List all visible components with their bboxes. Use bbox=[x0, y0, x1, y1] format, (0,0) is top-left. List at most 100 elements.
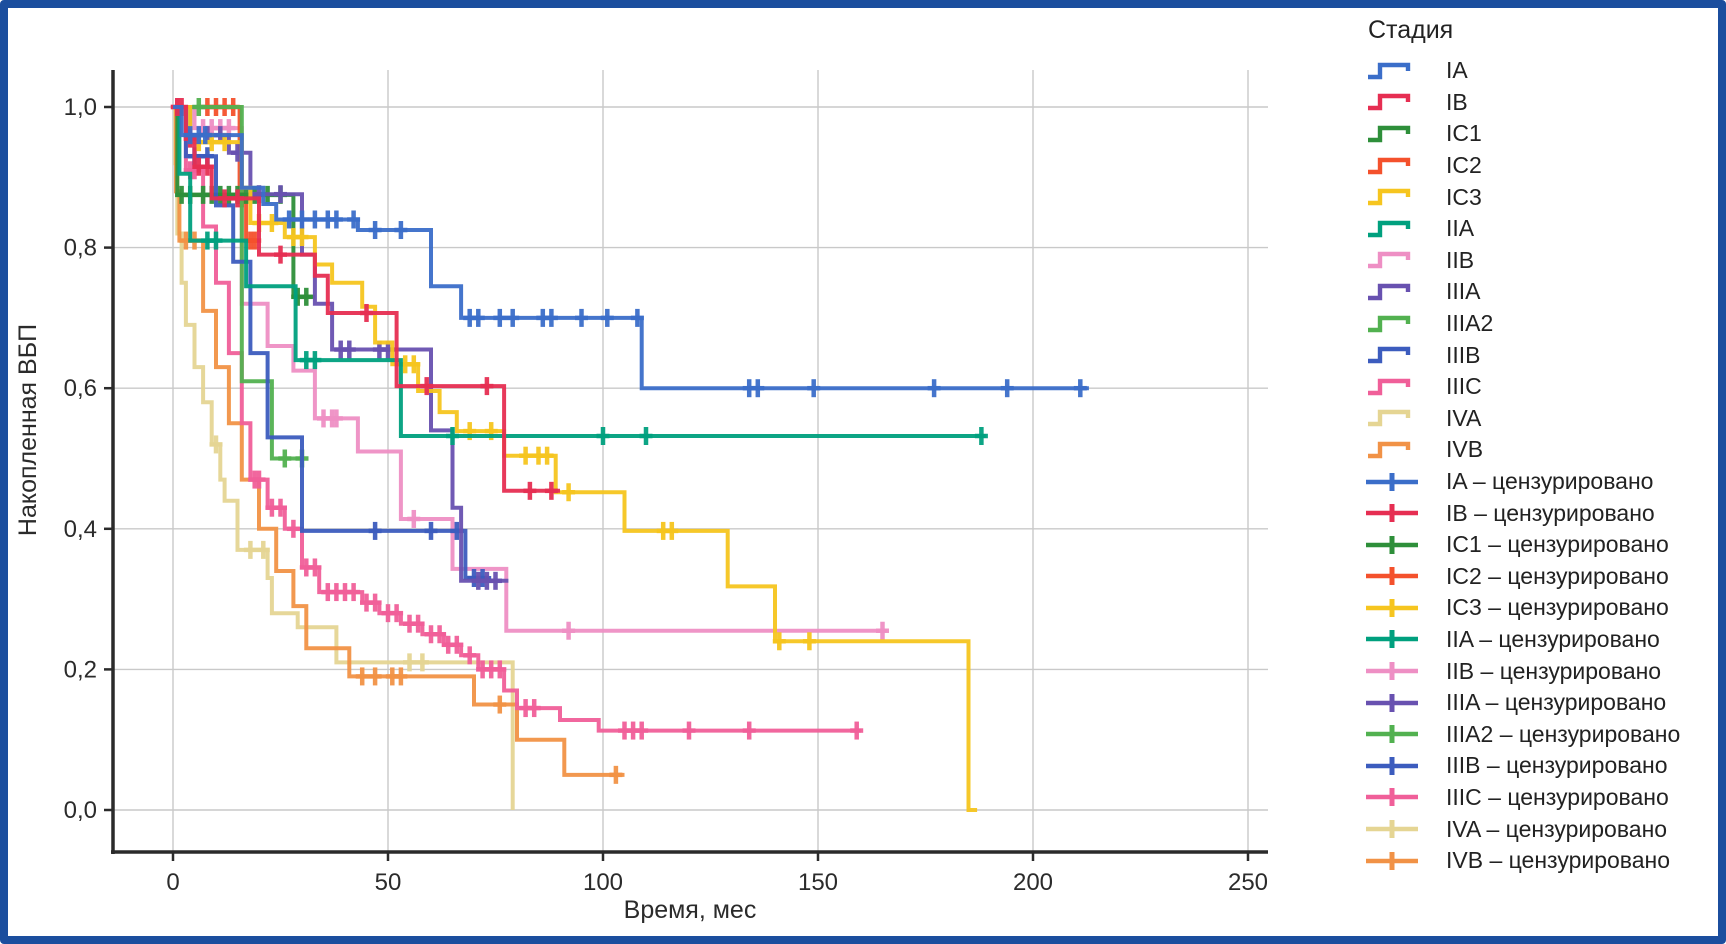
step-line-icon bbox=[1368, 125, 1411, 143]
legend-item-IVB-censored: IVB – цензурировано bbox=[1364, 845, 1680, 877]
legend-item-IIIA2-censored: IIIA2 – цензурировано bbox=[1364, 718, 1680, 750]
legend-item-label: IIA bbox=[1446, 215, 1475, 242]
curve-IB bbox=[173, 105, 560, 493]
legend-item-label: IIB – цензурировано bbox=[1446, 657, 1662, 684]
step-line-icon bbox=[1368, 441, 1411, 459]
censored-symbol-icon bbox=[1366, 756, 1418, 775]
censored-symbol-icon bbox=[1366, 567, 1418, 586]
legend-item-label: IVB bbox=[1446, 436, 1484, 463]
legend-item-IIIB: IIIB bbox=[1364, 339, 1680, 371]
step-line-icon bbox=[1368, 157, 1411, 174]
censored-symbol-icon bbox=[1366, 598, 1418, 617]
curve-IIA bbox=[173, 105, 986, 438]
censors-IIA bbox=[200, 231, 988, 446]
curve-IVA bbox=[173, 105, 515, 810]
legend-item-label: IVB – цензурировано bbox=[1446, 847, 1671, 874]
legend-item-IB: IB bbox=[1364, 87, 1680, 119]
step-line-icon bbox=[1368, 220, 1411, 237]
legend-item-label: IIIC – цензурировано bbox=[1446, 783, 1669, 810]
censored-symbol-icon bbox=[1366, 535, 1418, 554]
legend-item-label: IIIA – цензурировано bbox=[1446, 689, 1667, 716]
step-line-icon bbox=[1368, 346, 1411, 364]
censored-symbol-icon bbox=[1366, 472, 1418, 491]
legend-item-IIA-censored: IIA – цензурировано bbox=[1364, 624, 1680, 656]
y-tick-label: 0,6 bbox=[64, 375, 97, 402]
step-line-icon bbox=[1368, 315, 1411, 332]
legend-item-label: IA – цензурировано bbox=[1446, 468, 1654, 495]
y-tick-label: 0,8 bbox=[64, 235, 97, 262]
y-tick-label: 0,0 bbox=[64, 797, 97, 824]
legend-item-label: IVA – цензурировано bbox=[1446, 815, 1668, 842]
legend-item-IC1-censored: IC1 – цензурировано bbox=[1364, 529, 1680, 561]
legend-item-IC1: IC1 bbox=[1364, 118, 1680, 150]
legend-item-label: IIIB bbox=[1446, 341, 1481, 368]
legend-item-label: IC2 – цензурировано bbox=[1446, 562, 1669, 589]
step-line-icon bbox=[1368, 410, 1411, 427]
step-line-icon bbox=[1368, 283, 1411, 301]
y-axis-title: Накопленная ВБП bbox=[14, 323, 42, 537]
legend-item-label: IIIA bbox=[1446, 278, 1481, 305]
legend-item-label: IIA – цензурировано bbox=[1446, 625, 1660, 652]
censored-symbol-icon bbox=[1366, 851, 1418, 870]
legend-item-IA: IA bbox=[1364, 55, 1680, 87]
legend-item-IIIC: IIIC bbox=[1364, 371, 1680, 403]
legend-item-IIIB-censored: IIIB – цензурировано bbox=[1364, 750, 1680, 782]
legend-item-label: IB bbox=[1446, 88, 1468, 115]
legend-item-label: IVA bbox=[1446, 404, 1482, 431]
x-tick-label: 100 bbox=[583, 869, 623, 896]
step-line-icon bbox=[1368, 378, 1411, 395]
curve-IIIC bbox=[173, 105, 861, 733]
legend-item-IB-censored: IB – цензурировано bbox=[1364, 497, 1680, 529]
legend-item-IVA: IVA bbox=[1364, 403, 1680, 435]
legend-item-label: IIIC bbox=[1446, 373, 1482, 400]
censored-symbol-icon bbox=[1366, 788, 1418, 807]
legend-item-IIIA-censored: IIIA – цензурировано bbox=[1364, 687, 1680, 719]
legend-item-IIB-censored: IIB – цензурировано bbox=[1364, 655, 1680, 687]
legend-item-IA-censored: IA – цензурировано bbox=[1364, 466, 1680, 498]
curve-IIIA bbox=[173, 105, 509, 583]
legend-item-IVA-censored: IVA – цензурировано bbox=[1364, 813, 1680, 845]
step-line-icon bbox=[1368, 62, 1411, 79]
x-axis-title: Время, мес bbox=[623, 896, 757, 924]
x-tick-label: 0 bbox=[166, 869, 179, 896]
censors-IA bbox=[183, 126, 1087, 398]
censors-IIIC bbox=[170, 98, 864, 740]
legend-item-label: IIIA2 bbox=[1446, 310, 1494, 337]
legend-item-IIIA: IIIA bbox=[1364, 276, 1680, 308]
censors-IVA bbox=[209, 435, 429, 672]
censored-symbol-icon bbox=[1366, 630, 1418, 649]
legend-item-label: IC3 bbox=[1446, 183, 1482, 210]
legend-title: Стадия bbox=[1368, 16, 1454, 44]
legend-item-IC3: IC3 bbox=[1364, 181, 1680, 213]
x-tick-label: 150 bbox=[798, 869, 838, 896]
step-line-icon bbox=[1368, 94, 1411, 111]
legend-item-IC2: IC2 bbox=[1364, 150, 1680, 182]
legend: Стадия IA IB IC1 IC2 IC3 IIA IIB IIIA IIIA2 IIIB I… bbox=[1364, 16, 1680, 876]
censored-symbol-icon bbox=[1366, 662, 1418, 681]
legend-item-label: IIB bbox=[1446, 246, 1475, 273]
x-tick-label: 250 bbox=[1228, 869, 1268, 896]
censored-symbol-icon bbox=[1366, 725, 1418, 744]
legend-item-label: IIIB – цензурировано bbox=[1446, 752, 1668, 779]
legend-item-IC2-censored: IC2 – цензурировано bbox=[1364, 561, 1680, 593]
step-line-icon bbox=[1368, 252, 1411, 269]
legend-item-IC3-censored: IC3 – цензурировано bbox=[1364, 592, 1680, 624]
x-tick-label: 50 bbox=[375, 869, 402, 896]
legend-item-label: IC1 – цензурировано bbox=[1446, 531, 1669, 558]
y-tick-label: 0,4 bbox=[64, 516, 97, 543]
censored-symbol-icon bbox=[1366, 693, 1418, 712]
censored-symbol-icon bbox=[1366, 504, 1418, 523]
step-line-icon bbox=[1368, 188, 1411, 206]
censored-symbol-icon bbox=[1366, 820, 1418, 839]
legend-item-IVB: IVB bbox=[1364, 434, 1680, 466]
legend-item-label: IC1 bbox=[1446, 120, 1482, 147]
legend-item-IIIC-censored: IIIC – цензурировано bbox=[1364, 782, 1680, 814]
legend-item-label: IB – цензурировано bbox=[1446, 499, 1655, 526]
censors-IVB bbox=[179, 231, 623, 784]
y-tick-label: 1,0 bbox=[64, 94, 97, 121]
legend-item-label: IA bbox=[1446, 57, 1468, 84]
legend-item-IIA: IIA bbox=[1364, 213, 1680, 245]
legend-item-IIIA2: IIIA2 bbox=[1364, 308, 1680, 340]
legend-item-IIB: IIB bbox=[1364, 245, 1680, 277]
